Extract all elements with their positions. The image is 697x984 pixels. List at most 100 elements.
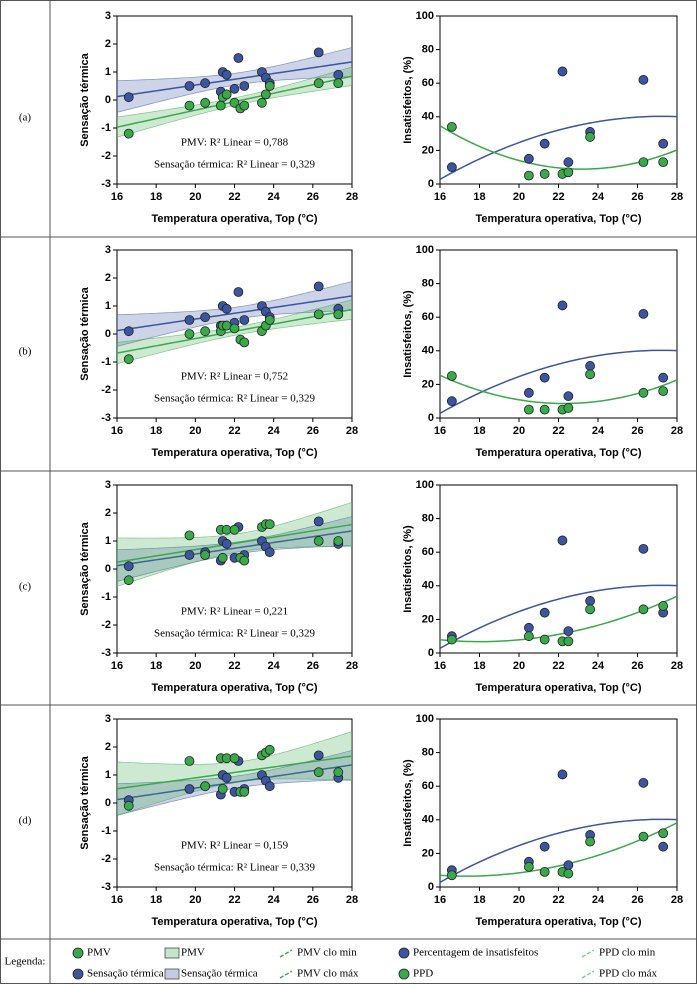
- data-point: [557, 535, 568, 546]
- data-point: [557, 769, 568, 780]
- data-point: [239, 337, 250, 348]
- y-tick-label: -1: [101, 591, 111, 603]
- x-tick-label: 22: [552, 660, 564, 672]
- y-tick-label: 0: [105, 94, 111, 106]
- data-point: [221, 303, 232, 314]
- data-point: [638, 308, 649, 319]
- data-point: [557, 66, 568, 77]
- y-tick-label: 80: [422, 278, 434, 290]
- legend-label: PMV clo máx: [297, 968, 359, 980]
- legend-marker: [164, 968, 180, 980]
- x-tick-label: 24: [592, 660, 605, 672]
- data-point: [239, 555, 250, 566]
- x-tick-label: 22: [228, 894, 240, 906]
- data-point: [333, 536, 344, 546]
- fits: [440, 584, 677, 649]
- fit-line: [440, 584, 677, 649]
- annotation: Sensação térmica: R² Linear = 0,329: [154, 628, 316, 640]
- data-point: [446, 870, 457, 881]
- data-point: [264, 744, 275, 755]
- data-point: [123, 326, 134, 337]
- data-point: [239, 100, 250, 111]
- data-point: [539, 866, 550, 877]
- legend-title: Legenda:: [5, 956, 46, 968]
- x-tick-label: 18: [150, 191, 162, 203]
- fit-line: [440, 818, 677, 883]
- x-tick-label: 26: [307, 191, 319, 203]
- data-point: [313, 516, 324, 527]
- data-point: [313, 750, 324, 761]
- x-tick-label: 18: [473, 894, 485, 906]
- x-tick-label: 18: [150, 894, 162, 906]
- data-point: [446, 634, 457, 645]
- x-tick-label: 28: [346, 660, 358, 672]
- data-point: [557, 300, 568, 311]
- data-point: [221, 538, 232, 549]
- data-point: [585, 369, 595, 380]
- data-point: [539, 138, 550, 149]
- data-point: [123, 354, 134, 365]
- legend-label: PPD clo máx: [599, 968, 658, 980]
- y-tick-label: 3: [105, 713, 111, 725]
- chart: 0 20 40 60 80 100 16 18 20 22 24 26 28 Temperatura op…: [402, 713, 683, 928]
- data-point: [313, 281, 324, 292]
- data-point: [264, 81, 275, 91]
- x-tick-label: 28: [346, 425, 358, 437]
- annotation: Sensação térmica: R² Linear = 0,329: [154, 393, 316, 405]
- annotation: Sensação térmica: R² Linear = 0,339: [154, 862, 316, 874]
- data-point: [585, 596, 595, 606]
- x-tick-label: 18: [150, 425, 162, 437]
- x-tick-label: 28: [671, 894, 683, 906]
- fit-line: [440, 374, 677, 405]
- data-point: [638, 831, 649, 842]
- fits: [440, 115, 677, 180]
- y-tick-label: 3: [105, 479, 111, 491]
- x-tick-label: 26: [307, 894, 319, 906]
- x-tick-label: 26: [631, 894, 643, 906]
- data-point: [184, 81, 195, 91]
- x-axis-title: Temperatura operativa, Top (°C): [476, 916, 642, 928]
- data-point: [257, 97, 267, 108]
- y-tick-label: 2: [105, 507, 111, 519]
- legend-label: Percentagem de insatisfeitos: [413, 947, 538, 959]
- y-tick-label: 2: [105, 272, 111, 284]
- chart: -3 -2 -1 0 1 2 3 16 18 20 22 24 26 28 Temperatura oper…: [79, 10, 358, 225]
- data-point: [523, 153, 534, 164]
- data-point: [333, 767, 344, 778]
- chart: 0 20 40 60 80 100 16 18 20 22 24 26 28 Temperatura op…: [402, 244, 683, 459]
- y-tick-label: 3: [105, 10, 111, 22]
- fit-line: [117, 530, 352, 567]
- data-point: [239, 81, 250, 91]
- data-point: [585, 604, 595, 615]
- x-tick-label: 20: [513, 660, 525, 672]
- legend-marker: [398, 968, 410, 980]
- data-point: [638, 543, 649, 554]
- data-point: [217, 552, 228, 563]
- data-point: [313, 47, 324, 58]
- data-point: [446, 371, 457, 381]
- fit-line: [440, 822, 677, 877]
- y-tick-label: 0: [105, 797, 111, 809]
- y-axis-title: Insatisfeitos, (%): [402, 290, 414, 378]
- legend-label: PMV: [87, 947, 111, 959]
- data-point: [123, 92, 134, 103]
- data-point: [638, 604, 649, 615]
- x-tick-label: 22: [228, 660, 240, 672]
- annotation: PMV: R² Linear = 0,159: [181, 840, 289, 852]
- y-tick-label: 0: [105, 328, 111, 340]
- plot-area: [439, 718, 678, 888]
- y-tick-label: -1: [101, 356, 111, 368]
- y-tick-label: 2: [105, 38, 111, 50]
- x-tick-label: 26: [307, 660, 319, 672]
- x-axis-title: Temperatura operativa, Top (°C): [476, 213, 642, 225]
- data-point: [123, 800, 134, 811]
- x-tick-label: 22: [228, 425, 240, 437]
- data-point: [638, 157, 649, 168]
- y-tick-label: 0: [428, 412, 434, 424]
- data-point: [585, 132, 595, 142]
- fits: [440, 349, 677, 414]
- fit-line: [440, 115, 677, 180]
- fits: [117, 731, 352, 816]
- y-tick-label: 0: [428, 178, 434, 190]
